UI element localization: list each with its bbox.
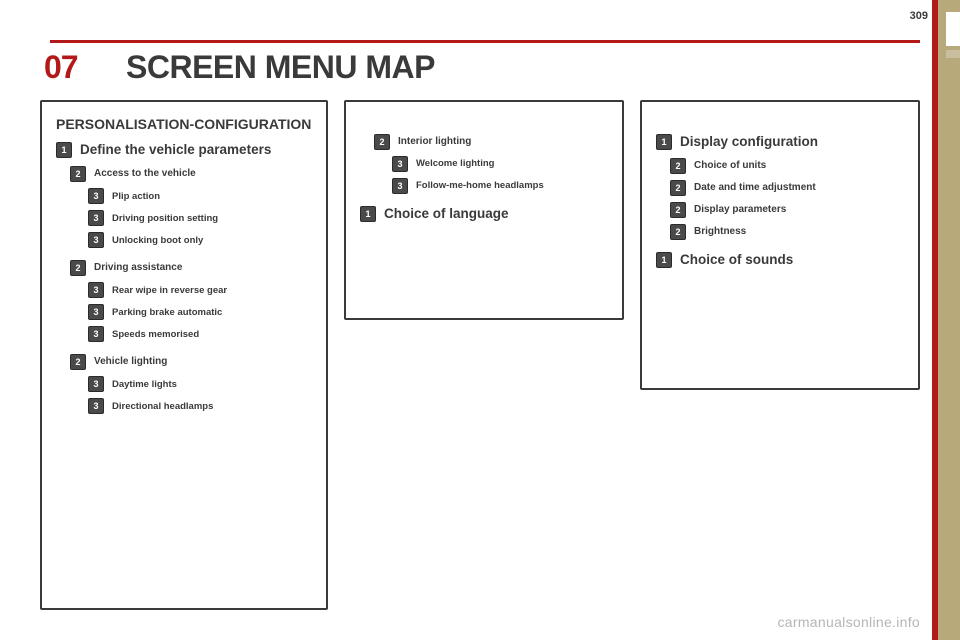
level-badge: 3 <box>392 178 408 194</box>
menu-label: Daytime lights <box>112 379 177 390</box>
column-3: 1Display configuration 2Choice of units … <box>640 100 920 390</box>
menu-item: 2 Brightness <box>670 224 904 240</box>
section-number: 07 <box>44 49 78 86</box>
column-1: PERSONALISATION-CONFIGURATION 1 Define th… <box>40 100 328 610</box>
level-badge: 3 <box>88 188 104 204</box>
level-badge: 2 <box>70 166 86 182</box>
level-badge: 2 <box>670 158 686 174</box>
watermark: carmanualsonline.info <box>778 614 921 630</box>
menu-label: Parking brake automatic <box>112 307 222 318</box>
menu-item: 2 Driving assistance <box>70 260 312 276</box>
menu-label: Define the vehicle parameters <box>80 142 271 158</box>
level-badge: 3 <box>88 210 104 226</box>
menu-item: 1 Choice of language <box>360 206 608 222</box>
menu-item: 3 Directional headlamps <box>88 398 312 414</box>
level-badge: 3 <box>88 326 104 342</box>
level-badge: 2 <box>70 260 86 276</box>
level-badge: 3 <box>88 304 104 320</box>
edge-tan-strip <box>938 0 960 640</box>
level-badge: 1 <box>656 252 672 268</box>
level-badge: 3 <box>88 398 104 414</box>
menu-label: Driving assistance <box>94 262 182 274</box>
menu-item: 2 Interior lighting <box>374 134 608 150</box>
level-badge: 3 <box>88 376 104 392</box>
menu-item: 3 Welcome lighting <box>392 156 608 172</box>
edge-notch-2 <box>946 50 960 58</box>
menu-label: Directional headlamps <box>112 401 213 412</box>
level-badge: 1 <box>360 206 376 222</box>
level-badge: 1 <box>656 134 672 150</box>
level-badge: 2 <box>374 134 390 150</box>
menu-item: 3 Speeds memorised <box>88 326 312 342</box>
column-2: 2 Interior lighting 3 Welcome lighting 3 Fo… <box>344 100 624 320</box>
edge-red-strip <box>932 0 938 640</box>
level-badge: 2 <box>670 224 686 240</box>
menu-item: 1 Display configuration <box>656 134 904 150</box>
level-badge: 3 <box>88 282 104 298</box>
menu-item: 2 Date and time adjustment <box>670 180 904 196</box>
menu-label: Follow-me-home headlamps <box>416 180 544 191</box>
menu-label: Access to the vehicle <box>94 168 196 180</box>
columns-wrap: PERSONALISATION-CONFIGURATION 1 Define th… <box>40 100 920 620</box>
menu-item: 2 Access to the vehicle <box>70 166 312 182</box>
menu-item: 3 Plip action <box>88 188 312 204</box>
level-badge: 2 <box>670 202 686 218</box>
menu-item: 2 Display parameters <box>670 202 904 218</box>
menu-label: Interior lighting <box>398 136 471 148</box>
menu-item: 2 Choice of units <box>670 158 904 174</box>
level-badge: 2 <box>70 354 86 370</box>
menu-item: 3 Driving position setting <box>88 210 312 226</box>
menu-item: 3 Daytime lights <box>88 376 312 392</box>
level-badge: 3 <box>392 156 408 172</box>
page-number: 309 <box>910 10 928 22</box>
menu-item: 1 Define the vehicle parameters <box>56 142 312 158</box>
menu-label: Choice of sounds <box>680 252 793 268</box>
page-title: SCREEN MENU MAP <box>126 49 435 86</box>
menu-label: Brightness <box>694 226 746 238</box>
level-badge: 3 <box>88 232 104 248</box>
menu-label: Plip action <box>112 191 160 202</box>
menu-label: Welcome lighting <box>416 158 494 169</box>
menu-label: Rear wipe in reverse gear <box>112 285 227 296</box>
menu-label: Choice of language <box>384 206 509 222</box>
menu-item: 3 Unlocking boot only <box>88 232 312 248</box>
menu-item: 3 Rear wipe in reverse gear <box>88 282 312 298</box>
menu-label: Speeds memorised <box>112 329 199 340</box>
menu-item: 3 Follow-me-home headlamps <box>392 178 608 194</box>
menu-label: Unlocking boot only <box>112 235 203 246</box>
menu-label: Vehicle lighting <box>94 356 167 368</box>
menu-item: 1 Choice of sounds <box>656 252 904 268</box>
menu-label: Choice of units <box>694 160 766 172</box>
menu-label: Display configuration <box>680 134 818 150</box>
edge-notch <box>946 12 960 46</box>
menu-label: Date and time adjustment <box>694 182 816 194</box>
menu-item: 2 Vehicle lighting <box>70 354 312 370</box>
menu-label: Display parameters <box>694 204 786 216</box>
title-bar: 07 SCREEN MENU MAP <box>40 40 920 90</box>
level-badge: 1 <box>56 142 72 158</box>
level-badge: 2 <box>670 180 686 196</box>
menu-label: Driving position setting <box>112 213 218 224</box>
col1-section-title: PERSONALISATION-CONFIGURATION <box>56 116 312 132</box>
menu-item: 3 Parking brake automatic <box>88 304 312 320</box>
